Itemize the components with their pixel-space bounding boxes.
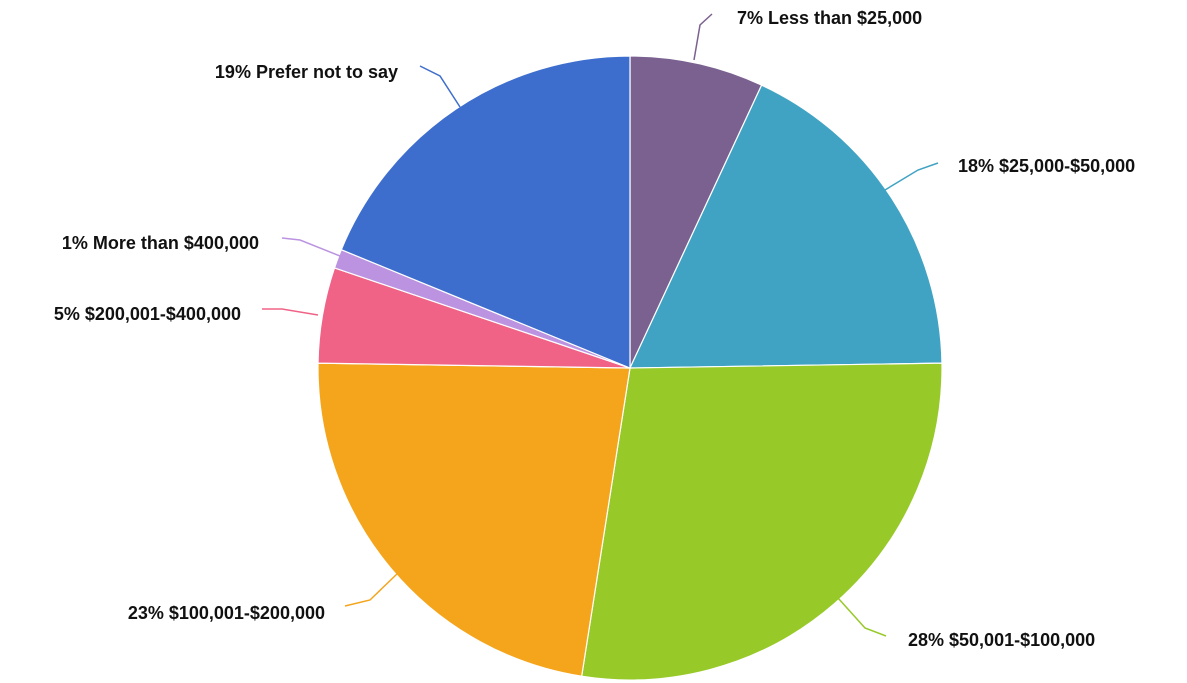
leader-line-2: [879, 162, 939, 194]
slice-label-1: 7% Less than $25,000: [737, 8, 922, 28]
leader-line-5: [262, 308, 319, 316]
leader-line-3: [837, 597, 887, 637]
slice-label-6: 1% More than $400,000: [62, 233, 259, 253]
slice-label-7: 19% Prefer not to say: [215, 62, 398, 82]
pie-slices: [317, 55, 943, 681]
leader-lines: [262, 13, 939, 637]
pie-slice-1: [629, 55, 763, 369]
slice-label-2: 18% $25,000-$50,000: [958, 156, 1135, 176]
slice-labels: 7% Less than $25,000 18% $25,000-$50,000 2…: [54, 8, 1135, 650]
leader-line-6: [281, 237, 341, 257]
leader-line-1: [693, 13, 713, 61]
leader-line-4: [344, 572, 399, 607]
pie-slice-7: [340, 55, 631, 369]
slice-label-3: 28% $50,001-$100,000: [908, 630, 1095, 650]
pie-slice-2: [629, 84, 943, 369]
pie-slice-3: [580, 362, 943, 681]
slice-label-5: 5% $200,001-$400,000: [54, 304, 241, 324]
leader-line-7: [419, 65, 461, 108]
slice-label-4: 23% $100,001-$200,000: [128, 603, 325, 623]
pie-slice-4: [317, 362, 631, 677]
